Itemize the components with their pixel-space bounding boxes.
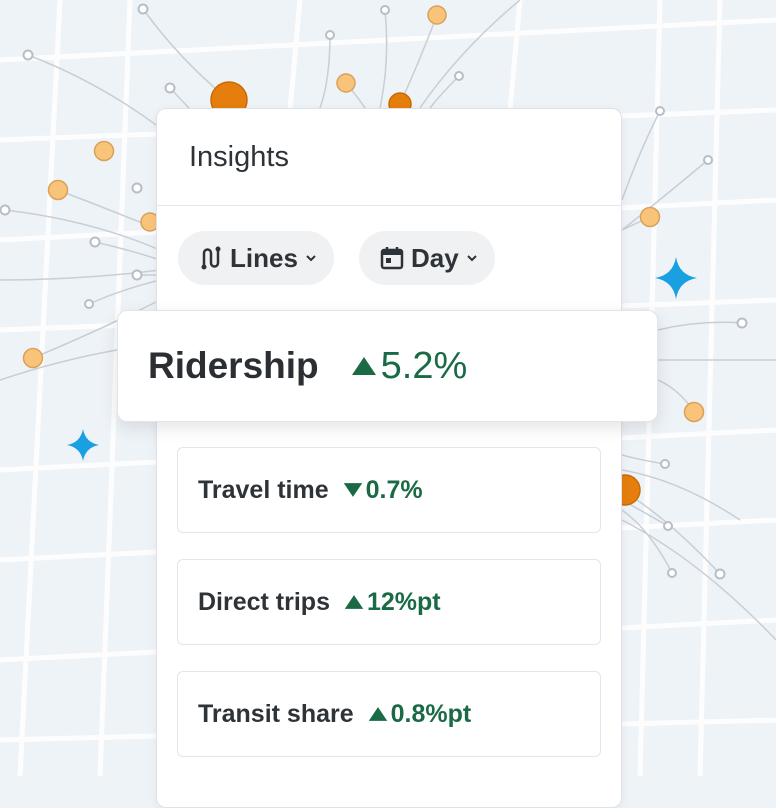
metric-value: 0.7% — [365, 475, 423, 504]
metric-card: Travel time 0.7% — [177, 447, 601, 533]
lines-filter[interactable]: Lines — [178, 231, 334, 285]
route-icon — [201, 246, 221, 270]
metric-label: Ridership — [148, 345, 319, 386]
metric-value: 12%pt — [366, 587, 441, 616]
metric-label: Travel time — [198, 475, 329, 504]
trend-arrow — [351, 357, 376, 375]
filter-label: Lines — [230, 242, 298, 273]
metric-label: Transit share — [198, 699, 354, 728]
arrow-shape — [344, 595, 364, 609]
panel-title: Insights — [189, 141, 289, 173]
chevron — [466, 255, 477, 262]
filter-label: Day — [411, 242, 459, 273]
metric-label: Direct trips — [198, 587, 330, 616]
trend-arrow — [368, 707, 387, 721]
day-filter[interactable]: Day — [359, 231, 495, 285]
highlight-card: Ridership 5.2% — [117, 310, 658, 422]
metric-card: Direct trips 12%pt — [177, 559, 601, 645]
arrow-shape — [351, 357, 376, 375]
arrow-shape — [343, 483, 362, 497]
metric-value: 5.2% — [380, 344, 468, 387]
arrow-shape — [368, 707, 387, 721]
calendar-icon — [380, 247, 404, 270]
metric-value: 0.8%pt — [390, 699, 472, 728]
trend-arrow — [344, 595, 364, 609]
metric-card: Transit share 0.8%pt — [177, 671, 601, 757]
trend-arrow — [343, 483, 362, 497]
chevron — [306, 255, 316, 262]
divider — [157, 205, 621, 206]
